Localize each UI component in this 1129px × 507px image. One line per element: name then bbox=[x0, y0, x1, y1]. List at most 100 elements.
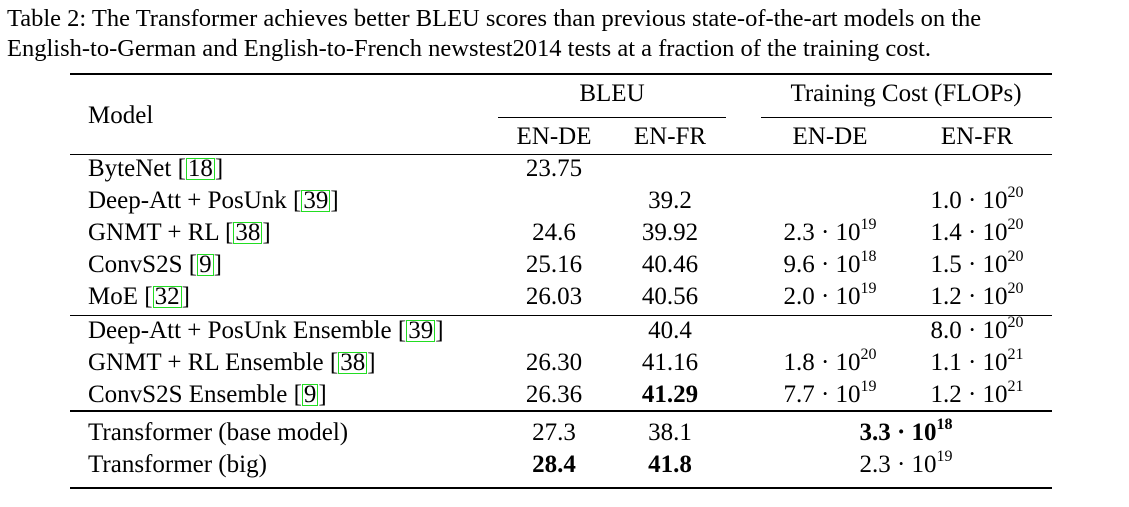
flops-exponent: 20 bbox=[1007, 216, 1024, 233]
cost-fr-value: 1.2 · 1021 bbox=[930, 378, 1024, 410]
citation-bracket: ] bbox=[262, 219, 271, 246]
cost-span-value: 2.3 · 1019 bbox=[859, 448, 953, 480]
citation-link[interactable]: 18 bbox=[185, 155, 215, 182]
flops-exponent: 20 bbox=[1007, 280, 1024, 297]
citation-bracket: ] bbox=[214, 155, 224, 182]
model-name-text: ConvS2S [ bbox=[88, 251, 198, 278]
cost-fr-value: 1.0 · 1020 bbox=[930, 184, 1024, 216]
flops-mantissa: 2.3 · 10 bbox=[783, 219, 861, 246]
model-name-text: GNMT + RL [ bbox=[88, 219, 234, 246]
citation-bracket: ] bbox=[367, 349, 376, 376]
cost-fr-value: 1.5 · 1020 bbox=[930, 248, 1024, 280]
bleu-header: BLEU bbox=[579, 80, 645, 107]
cost-de-value: 2.0 · 1019 bbox=[783, 280, 877, 312]
citation-link[interactable]: 39 bbox=[301, 187, 331, 214]
flops-mantissa: 7.7 · 10 bbox=[783, 381, 861, 408]
bleu-fr-value: 41.8 bbox=[648, 451, 692, 478]
flops-mantissa: 3.3 · 10 bbox=[859, 419, 937, 446]
bleu-de-value: 24.6 bbox=[532, 219, 576, 246]
model-name: Deep-Att + PosUnk [39] bbox=[88, 186, 339, 216]
flops-mantissa: 1.1 · 10 bbox=[930, 349, 1008, 376]
bleu-en-de-header: EN-DE bbox=[516, 123, 592, 150]
top-rule bbox=[70, 73, 1052, 75]
bleu-de-value: 27.3 bbox=[532, 419, 576, 446]
bleu-fr-value: 41.16 bbox=[641, 349, 699, 376]
bleu-fr-value: 40.46 bbox=[641, 251, 699, 278]
bottom-rule bbox=[70, 487, 1052, 489]
header-rule bbox=[70, 154, 1052, 155]
flops-exponent: 20 bbox=[860, 346, 877, 363]
cost-fr-value: 8.0 · 1020 bbox=[930, 314, 1024, 346]
cost-en-fr-header: EN-FR bbox=[940, 123, 1014, 150]
flops-exponent: 20 bbox=[1007, 184, 1024, 201]
model-name-text: Deep-Att + PosUnk Ensemble [ bbox=[88, 317, 407, 344]
model-name: ConvS2S [9] bbox=[88, 250, 222, 280]
model-name-text: Transformer (big) bbox=[88, 451, 267, 478]
caption-line-2: English-to-German and English-to-French … bbox=[7, 35, 931, 62]
cost-en-de-header: EN-DE bbox=[792, 123, 868, 150]
bleu-de-value: 26.03 bbox=[525, 283, 583, 310]
flops-exponent: 21 bbox=[1007, 378, 1024, 395]
citation-bracket: ] bbox=[181, 283, 190, 310]
bleu-de-value: 25.16 bbox=[525, 251, 583, 278]
cost-fr-value: 1.4 · 1020 bbox=[930, 216, 1024, 248]
training-cost-header: Training Cost (FLOPs) bbox=[790, 80, 1022, 107]
flops-exponent: 18 bbox=[936, 416, 953, 433]
bleu-de-value: 26.30 bbox=[525, 349, 583, 376]
flops-exponent: 19 bbox=[860, 216, 877, 233]
cost-de-value: 2.3 · 1019 bbox=[783, 216, 877, 248]
model-name-text: Deep-Att + PosUnk [ bbox=[88, 187, 302, 214]
bleu-de-value: 28.4 bbox=[532, 451, 576, 478]
flops-mantissa: 2.3 · 10 bbox=[859, 451, 937, 478]
citation-link[interactable]: 9 bbox=[197, 251, 214, 278]
cost-de-value: 7.7 · 1019 bbox=[783, 378, 877, 410]
model-name: ConvS2S Ensemble [9] bbox=[88, 380, 327, 410]
bleu-cmidrule bbox=[498, 117, 726, 118]
model-name: ByteNet [18] bbox=[88, 154, 223, 184]
citation-bracket: ] bbox=[213, 251, 222, 278]
flops-mantissa: 1.2 · 10 bbox=[930, 381, 1008, 408]
flops-exponent: 18 bbox=[860, 248, 877, 265]
group-rule bbox=[70, 315, 1052, 316]
model-name: GNMT + RL Ensemble [38] bbox=[88, 348, 376, 378]
citation-link[interactable]: 32 bbox=[152, 283, 182, 310]
citation-bracket: ] bbox=[330, 187, 339, 214]
table-caption: Table 2: The Transformer achieves better… bbox=[7, 4, 1123, 64]
bleu-de-value: 23.75 bbox=[525, 155, 583, 182]
model-name-text: ConvS2S Ensemble [ bbox=[88, 381, 302, 408]
bleu-en-fr-header: EN-FR bbox=[633, 123, 707, 150]
citation-link[interactable]: 38 bbox=[338, 349, 368, 376]
flops-mantissa: 1.2 · 10 bbox=[930, 283, 1008, 310]
model-name-text: MoE [ bbox=[88, 283, 153, 310]
flops-mantissa: 1.4 · 10 bbox=[930, 219, 1008, 246]
flops-exponent: 19 bbox=[860, 280, 877, 297]
citation-link[interactable]: 39 bbox=[406, 317, 436, 344]
cost-de-value: 1.8 · 1020 bbox=[783, 346, 877, 378]
bleu-fr-value: 41.29 bbox=[641, 381, 699, 408]
citation-link[interactable]: 9 bbox=[301, 381, 319, 408]
cost-fr-value: 1.1 · 1021 bbox=[930, 346, 1024, 378]
cost-fr-value: 1.2 · 1020 bbox=[930, 280, 1024, 312]
citation-bracket: ] bbox=[318, 381, 327, 408]
citation-bracket: ] bbox=[435, 317, 444, 344]
model-name-text: GNMT + RL Ensemble [ bbox=[88, 349, 339, 376]
bleu-fr-value: 39.2 bbox=[648, 187, 692, 214]
model-name: GNMT + RL [38] bbox=[88, 218, 271, 248]
flops-exponent: 21 bbox=[1007, 346, 1024, 363]
flops-mantissa: 1.0 · 10 bbox=[930, 187, 1008, 214]
cost-de-value: 9.6 · 1018 bbox=[783, 248, 877, 280]
model-name: Transformer (big) bbox=[88, 450, 267, 480]
flops-mantissa: 9.6 · 10 bbox=[783, 251, 861, 278]
model-name: Deep-Att + PosUnk Ensemble [39] bbox=[88, 316, 444, 346]
model-name: MoE [32] bbox=[88, 282, 190, 312]
citation-link[interactable]: 38 bbox=[233, 219, 263, 246]
flops-exponent: 20 bbox=[1007, 248, 1024, 265]
cost-span-value: 3.3 · 1018 bbox=[859, 416, 953, 448]
flops-exponent: 19 bbox=[936, 448, 953, 465]
flops-exponent: 20 bbox=[1007, 314, 1024, 331]
bleu-fr-value: 39.92 bbox=[641, 219, 699, 246]
model-name: Transformer (base model) bbox=[88, 418, 348, 448]
flops-exponent: 19 bbox=[860, 378, 877, 395]
model-header: Model bbox=[88, 102, 154, 129]
cost-cmidrule bbox=[761, 117, 1052, 118]
